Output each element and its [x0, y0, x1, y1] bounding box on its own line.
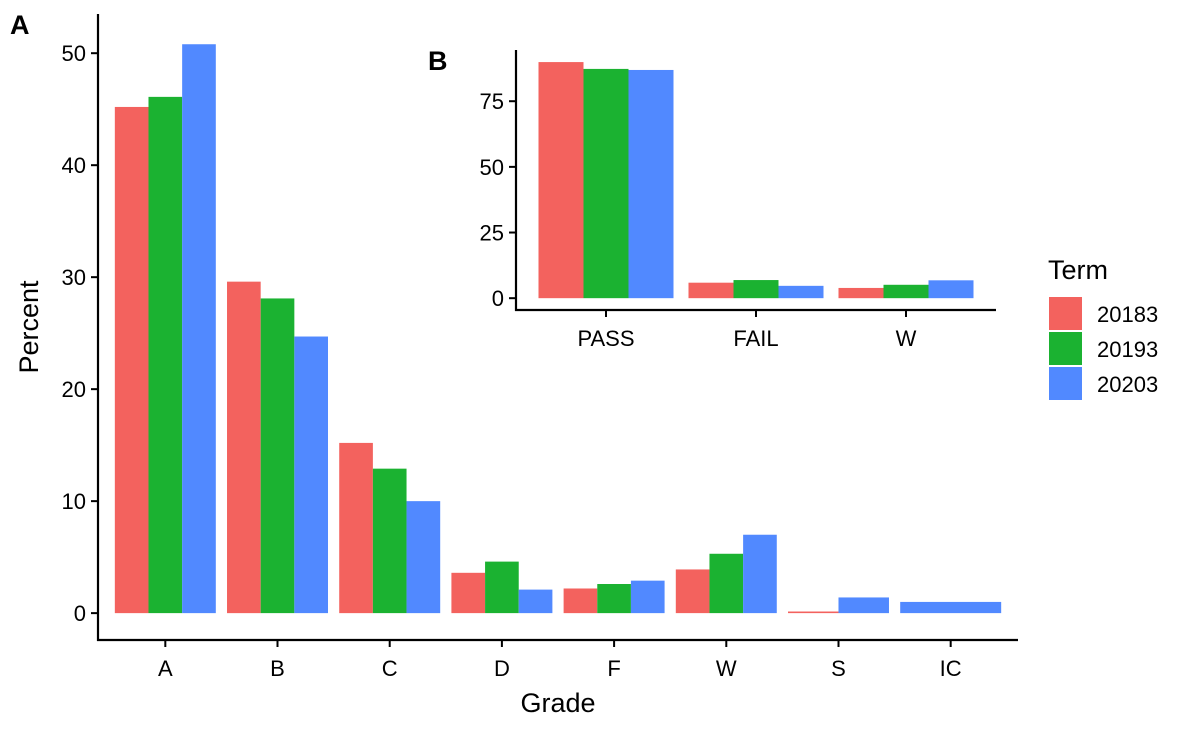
panel-a-x-ticks: A B C D F W S IC [158, 640, 962, 681]
panel-a-bar-s-20183 [788, 611, 839, 614]
panel-b-bar-fail-20203 [778, 285, 824, 299]
panel-b-bar-pass-20183 [538, 62, 584, 299]
panel-a-bar-d-20193 [485, 561, 519, 614]
panel-a-y-axis-title: Percent [14, 280, 44, 374]
legend-swatch-20203 [1049, 367, 1082, 400]
panel-b-tag: B [428, 46, 448, 76]
panel-a-bar-b-20203 [294, 336, 328, 614]
panel-a-x-tick-label: F [607, 656, 620, 681]
legend-label-20203: 20203 [1097, 372, 1158, 397]
legend-swatch-20193 [1049, 332, 1082, 365]
panel-b-y-tick-label: 0 [492, 286, 504, 311]
panel-b-x-tick-label: PASS [577, 326, 634, 351]
panel-a-tag: A [10, 10, 30, 40]
panel-a-y-ticks: 0 10 20 30 40 50 [62, 41, 98, 626]
panel-a-x-tick-label: B [270, 656, 285, 681]
panel-a-y-tick-label: 50 [62, 41, 86, 66]
legend-label-20193: 20193 [1097, 337, 1158, 362]
panel-a-bar-d-20183 [451, 572, 486, 614]
panel-a-bar-s-20203 [838, 597, 889, 614]
panel-a-bar-d-20203 [518, 589, 553, 614]
panel-a-y-tick-label: 10 [62, 489, 86, 514]
panel-a-x-axis-title: Grade [520, 688, 595, 718]
legend: Term 20183 20193 20203 [1048, 255, 1158, 400]
panel-b-y-tick-label: 25 [480, 221, 504, 246]
panel-a-bar-b-20193 [260, 298, 295, 614]
panel-b-bar-w-20203 [928, 280, 974, 299]
panel-b-bar-w-20193 [883, 284, 929, 299]
panel-b-bar-pass-20203 [628, 69, 674, 299]
panel-a-bar-c-20183 [339, 442, 373, 614]
panel-a-bar-b-20183 [227, 281, 261, 614]
panel-b-bar-fail-20183 [688, 282, 734, 299]
panel-b-y-tick-label: 75 [480, 89, 504, 114]
panel-a-bar-w-20203 [743, 534, 777, 614]
panel-b-bars [538, 62, 974, 299]
panel-b-x-tick-label: FAIL [733, 326, 778, 351]
legend-title: Term [1048, 255, 1108, 285]
panel-b-x-ticks: PASS FAIL W [577, 310, 917, 351]
panel-b-bar-w-20183 [838, 287, 884, 299]
panel-b-background [422, 38, 1002, 350]
legend-items: 20183 20193 20203 [1049, 297, 1158, 400]
panel-a-bar-f-20183 [563, 588, 598, 614]
panel-a-x-tick-label: W [716, 656, 737, 681]
panel-a-x-tick-label: IC [940, 656, 962, 681]
panel-a-bar-a-20203 [182, 44, 216, 614]
legend-label-20183: 20183 [1097, 302, 1158, 327]
panel-b-bar-fail-20193 [733, 280, 779, 299]
panel-a-bar-w-20183 [675, 569, 710, 614]
panel-b-y-tick-label: 50 [480, 155, 504, 180]
legend-swatch-20183 [1049, 297, 1082, 330]
panel-a-plot: 0 10 20 30 40 50 A B C D F W S IC Grade Percent A [10, 10, 1018, 718]
panel-b-y-ticks: 0 25 50 75 [480, 89, 516, 311]
panel-a-bar-f-20193 [597, 584, 631, 614]
panel-a-y-tick-label: 30 [62, 265, 86, 290]
panel-b-x-tick-label: W [896, 326, 917, 351]
panel-a-bar-ic-20203 [900, 601, 1002, 614]
panel-a-bar-c-20203 [406, 501, 441, 614]
panel-a-y-tick-label: 40 [62, 153, 86, 178]
panel-a-bar-c-20193 [372, 468, 407, 614]
panel-a-x-tick-label: S [831, 656, 846, 681]
panel-a-x-tick-label: A [158, 656, 173, 681]
panel-a-bar-w-20193 [709, 553, 744, 614]
panel-a-bar-f-20203 [630, 580, 665, 614]
panel-a-bar-a-20183 [114, 106, 149, 614]
panel-b-plot: 0 25 50 75 PASS FAIL W B [422, 38, 1002, 351]
panel-a-bars [114, 44, 1002, 614]
panel-a-y-tick-label: 0 [74, 601, 86, 626]
panel-b-bar-pass-20193 [583, 68, 629, 299]
panel-a-x-tick-label: D [494, 656, 510, 681]
panel-a-bar-a-20193 [148, 96, 183, 614]
panel-a-x-tick-label: C [382, 656, 398, 681]
panel-a-y-tick-label: 20 [62, 377, 86, 402]
